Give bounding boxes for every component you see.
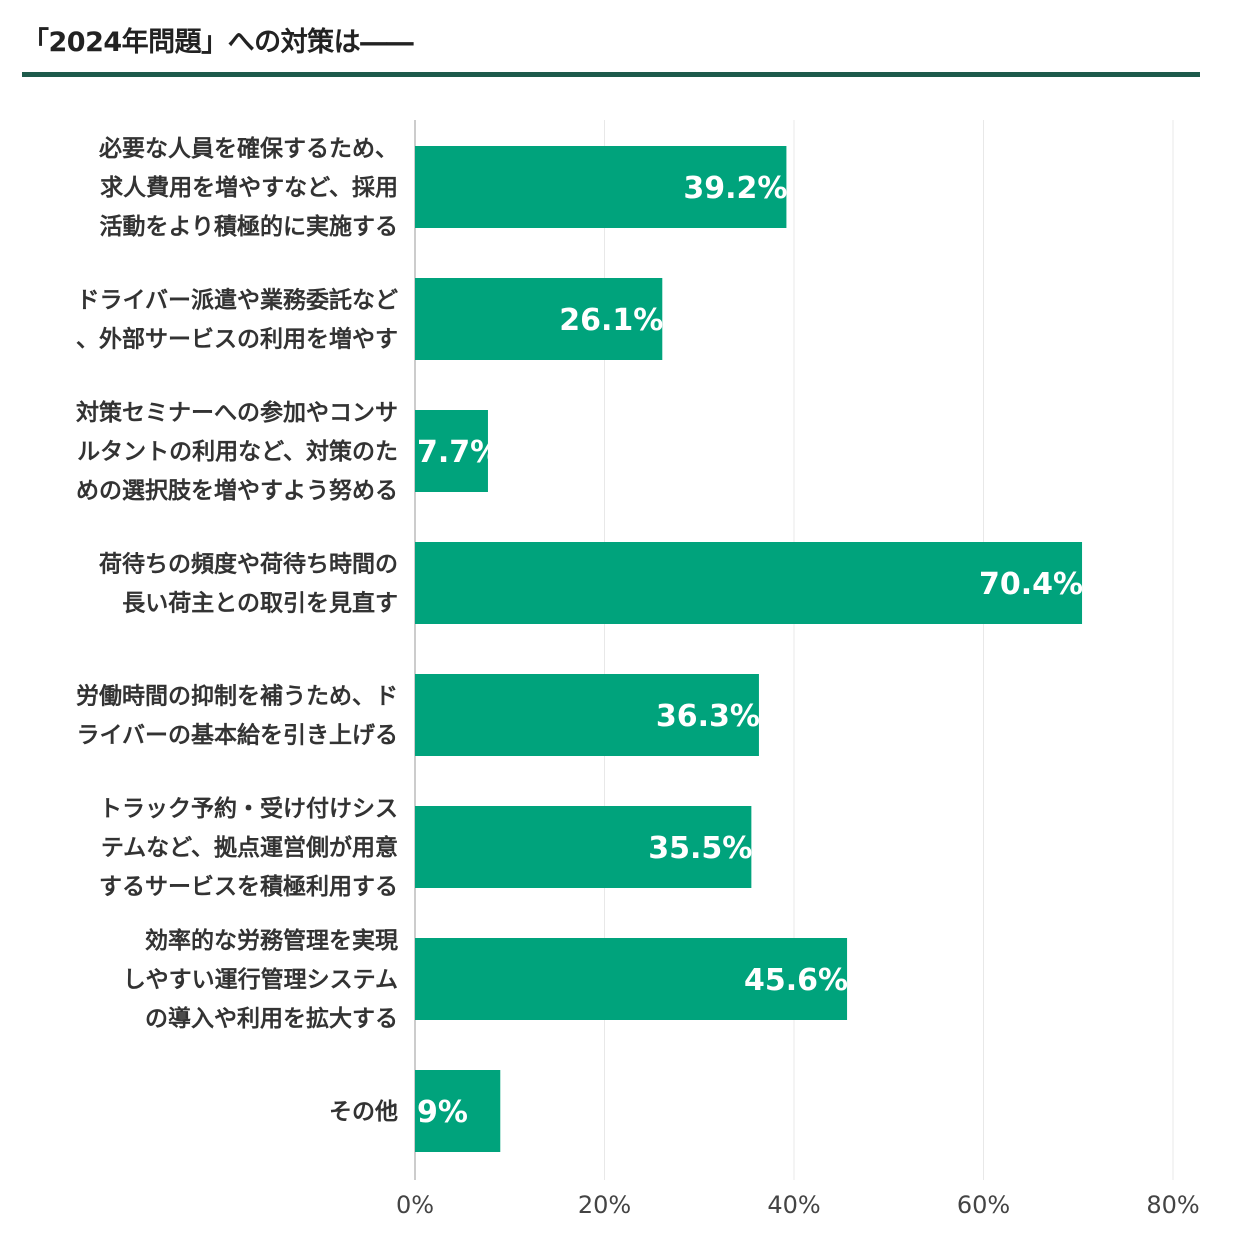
x-tick-label: 20%: [578, 1191, 631, 1219]
category-label: テムなど、拠点運営側が用意: [101, 834, 398, 861]
bar: [415, 278, 663, 360]
category-label: めの選択肢を増やすよう努める: [76, 477, 398, 504]
category-label: しやすい運行管理システム: [123, 966, 398, 993]
category-label: ライバーの基本給を引き上げる: [76, 722, 398, 749]
category-label: ドライバー派遣や業務委託など: [76, 287, 398, 314]
category-label: の導入や利用を拡大する: [145, 1005, 398, 1032]
bar: [415, 938, 848, 1020]
bar-value-label: 35.5%: [648, 831, 752, 866]
bar: [415, 674, 759, 756]
bar-value-label: 36.3%: [656, 699, 760, 734]
x-tick-label: 60%: [957, 1191, 1010, 1219]
bar-value-label: 70.4%: [979, 567, 1083, 602]
bar-value-label: 45.6%: [744, 963, 848, 998]
category-label: 必要な人員を確保するため、: [99, 135, 398, 162]
bar: [415, 410, 488, 492]
category-label: ルタントの利用など、対策のた: [77, 438, 398, 465]
bar-value-label: 7.7%: [417, 435, 500, 470]
bar: [415, 542, 1083, 624]
bar: [415, 146, 787, 228]
bar-value-label: 9%: [417, 1095, 468, 1130]
category-label: 求人費用を増やすなど、採用: [100, 174, 398, 201]
category-label: トラック予約・受け付けシス: [99, 795, 398, 822]
bar: [415, 1070, 501, 1152]
x-tick-label: 0%: [396, 1191, 434, 1219]
title-rule: [22, 72, 1200, 77]
category-label: 効率的な労務管理を実現: [145, 927, 398, 954]
chart-title: 「2024年問題」への対策は――: [22, 27, 414, 58]
category-label: 活動をより積極的に実施する: [99, 213, 398, 240]
category-label: 、外部サービスの利用を増やす: [76, 326, 398, 353]
bar: [415, 806, 752, 888]
x-tick-label: 40%: [767, 1191, 820, 1219]
category-label: 労働時間の抑制を補うため、ド: [76, 683, 398, 710]
category-label: 対策セミナーへの参加やコンサ: [76, 399, 398, 426]
category-label: 長い荷主との取引を見直す: [122, 590, 398, 617]
category-label: その他: [329, 1099, 398, 1125]
bar-value-label: 26.1%: [559, 303, 663, 338]
bar-value-label: 39.2%: [683, 171, 787, 206]
category-label: 荷待ちの頻度や荷待ち時間の: [99, 551, 398, 578]
x-tick-label: 80%: [1146, 1191, 1199, 1219]
category-label: するサービスを積極利用する: [99, 873, 398, 900]
